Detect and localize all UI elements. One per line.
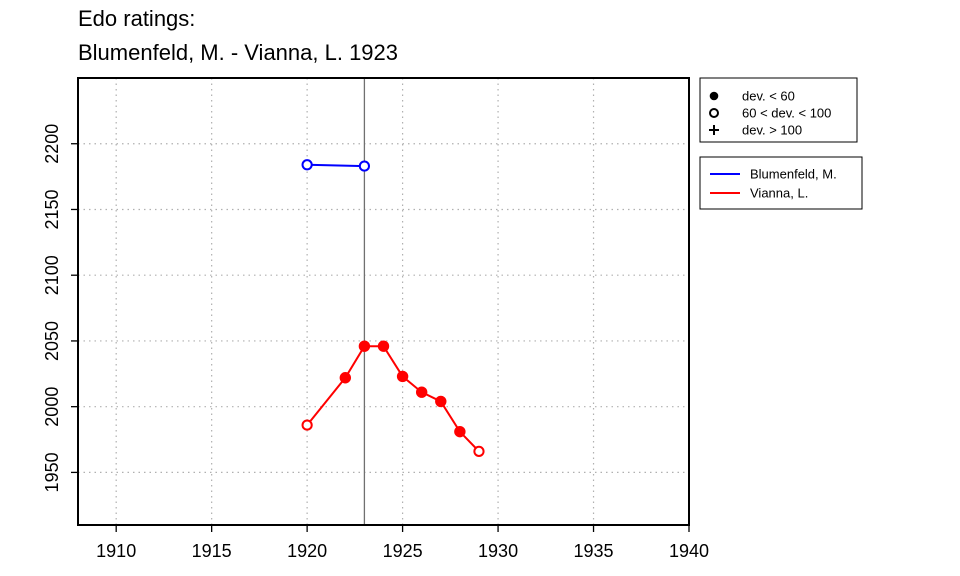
series-legend-label-blumenfeld-m: Blumenfeld, M.	[750, 167, 837, 182]
chart-title-line-2: Blumenfeld, M. - Vianna, L. 1923	[78, 40, 399, 65]
data-point-blumenfeld-m-1920	[301, 159, 313, 171]
x-tick-label-1910: 1910	[96, 541, 136, 561]
x-tick-label-1930: 1930	[478, 541, 518, 561]
series-legend-label-vianna-l: Vianna, L.	[750, 186, 808, 201]
y-axis: 1950 2000 2050 2100 2150 2200	[42, 124, 78, 492]
data-point-vianna-l-1925	[396, 370, 409, 383]
y-tick-label-2100: 2100	[42, 255, 62, 295]
series-layer	[301, 159, 485, 457]
y-tick-label-2050: 2050	[42, 321, 62, 361]
data-point-vianna-l-1923	[358, 340, 371, 352]
y-tick-label-2000: 2000	[42, 387, 62, 427]
data-point-vianna-l-1922	[339, 372, 352, 384]
marker-legend-label-open: 60 < dev. < 100	[742, 106, 831, 121]
data-point-blumenfeld-m-1923	[358, 160, 371, 172]
series-legend-box	[699, 156, 863, 210]
marker-legend-label-filled: dev. < 60	[742, 89, 795, 104]
plot-frame	[77, 77, 690, 526]
series-line-blumenfeld-m	[307, 163, 365, 168]
data-point-vianna-l-1927	[435, 395, 447, 408]
y-tick-label-2200: 2200	[42, 124, 62, 164]
series-line-vianna-l	[306, 345, 480, 453]
x-tick-label-1920: 1920	[287, 541, 327, 561]
marker-legend-box	[699, 77, 858, 143]
y-tick-label-1950: 1950	[42, 452, 62, 492]
data-point-vianna-l-1928	[454, 425, 466, 438]
marker-legend-symbol-open	[709, 108, 719, 118]
x-axis: 1910 1915 1920 1925 1930 1935 1940	[96, 525, 709, 561]
marker-legend-symbol-filled	[709, 91, 719, 101]
marker-legend-symbol-plus	[709, 125, 719, 135]
x-tick-label-1915: 1915	[192, 541, 232, 561]
x-tick-label-1925: 1925	[383, 541, 423, 561]
legends: dev. < 60 60 < dev. < 100 dev. > 100 Blumen…	[699, 77, 863, 210]
grid-lines	[78, 78, 690, 525]
chart-title-line-1: Edo ratings:	[78, 6, 196, 31]
x-tick-label-1935: 1935	[574, 541, 614, 561]
marker-legend-label-plus: dev. > 100	[742, 123, 802, 138]
data-point-vianna-l-1920	[301, 419, 313, 431]
data-point-vianna-l-1929	[473, 445, 485, 457]
data-point-vianna-l-1924	[377, 340, 390, 352]
y-tick-label-2150: 2150	[42, 189, 62, 229]
data-point-vianna-l-1926	[415, 386, 428, 398]
x-tick-label-1940: 1940	[669, 541, 709, 561]
